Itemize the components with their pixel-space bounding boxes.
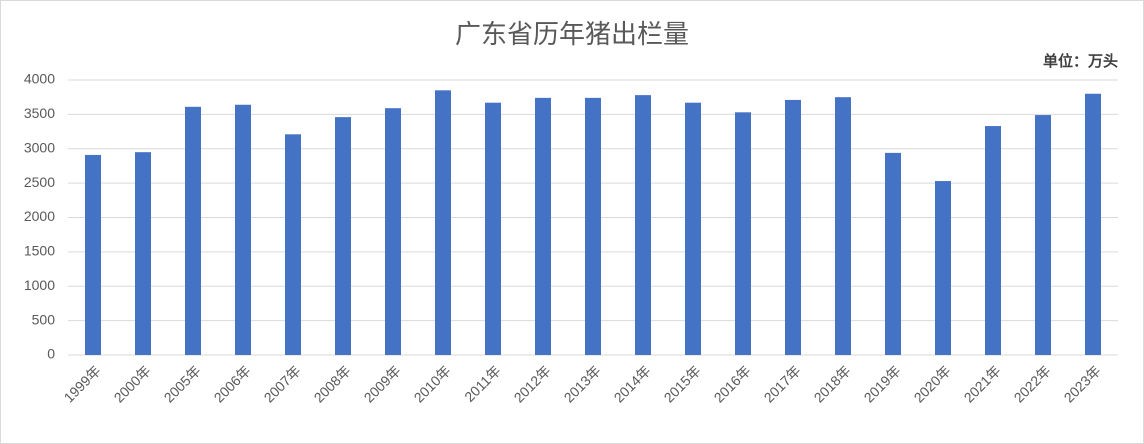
chart-title: 广东省历年猪出栏量 <box>455 19 689 49</box>
bar <box>985 126 1001 355</box>
bar <box>85 154 101 355</box>
bar <box>735 112 751 355</box>
y-tick-label: 3500 <box>24 105 55 121</box>
y-tick-label: 1500 <box>24 243 55 259</box>
bar <box>1085 93 1101 355</box>
y-tick-label: 0 <box>47 346 55 362</box>
unit-label: 单位：万头 <box>1043 52 1118 70</box>
y-tick-label: 1000 <box>24 277 55 293</box>
bar <box>185 106 201 355</box>
bar <box>135 152 151 355</box>
bar <box>385 108 401 355</box>
y-tick-label: 3000 <box>24 139 55 155</box>
bar <box>835 97 851 355</box>
bar <box>535 97 551 355</box>
y-tick-label: 4000 <box>24 71 55 87</box>
bar <box>1035 115 1051 355</box>
y-tick-label: 2500 <box>24 174 55 190</box>
bar <box>285 134 301 355</box>
bar <box>785 99 801 355</box>
bar <box>485 102 501 355</box>
bar <box>935 181 951 355</box>
bar <box>685 102 701 355</box>
bar <box>635 95 651 355</box>
bar <box>335 117 351 355</box>
bar <box>585 97 601 355</box>
y-tick-label: 500 <box>32 311 56 327</box>
y-tick-label: 2000 <box>24 208 55 224</box>
bar <box>885 152 901 355</box>
bar <box>435 90 451 355</box>
bar <box>235 104 251 355</box>
